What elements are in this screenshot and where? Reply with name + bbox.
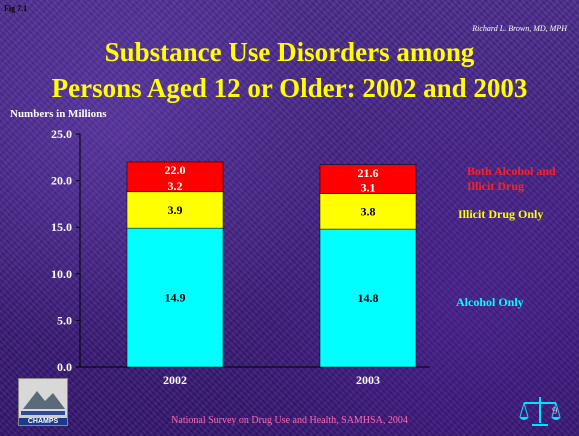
y-tick-label: 5.0: [57, 313, 72, 327]
champs-logo: CHAMPS: [18, 378, 68, 426]
legend-illicit-only: Illicit Drug Only: [458, 207, 544, 221]
x-tick-label: 2002: [163, 373, 187, 387]
bar-segment: [126, 161, 224, 193]
scales-icon: [519, 397, 561, 426]
legend-both: Both Alcohol and Illicit Drug: [467, 164, 556, 193]
title-line-1: Substance Use Disorders among: [104, 37, 475, 67]
bar-value-label: 3.2: [168, 179, 183, 193]
bar-value-label: 14.9: [165, 291, 186, 305]
bar-total-label: 22.0: [165, 163, 186, 177]
footer-source: National Survey on Drug Use and Health, …: [171, 415, 408, 426]
bar-total-label: 21.6: [358, 166, 379, 180]
bar-segment: [319, 164, 417, 194]
bar-value-label: 3.9: [168, 203, 183, 217]
x-tick-label: 2003: [356, 373, 380, 387]
author-credit: Richard L. Brown, MD, MPH: [472, 24, 567, 33]
bar-segment: [319, 193, 417, 230]
y-tick-label: 0.0: [57, 360, 72, 374]
bar-segment: [126, 191, 224, 229]
bar-segment: [319, 228, 417, 368]
bar-segment: [126, 227, 224, 368]
title-line-2: Persons Aged 12 or Older: 2002 and 2003: [51, 73, 528, 103]
page-number: 9: [552, 405, 558, 417]
bar-value-label: 3.8: [361, 204, 376, 218]
y-tick-label: 15.0: [51, 220, 72, 234]
bar-value-label: 3.1: [361, 181, 376, 195]
figure-label: Fig 7.1: [4, 4, 28, 13]
logo-text: CHAMPS: [19, 418, 67, 425]
mountain-logo-icon: [19, 379, 67, 415]
legend-alcohol-only: Alcohol Only: [456, 295, 524, 309]
y-tick-label: 25.0: [51, 127, 72, 141]
y-tick-label: 20.0: [51, 174, 72, 188]
chart-title: Substance Use Disorders among Persons Ag…: [0, 34, 579, 106]
bar-value-label: 14.8: [358, 291, 379, 305]
y-tick-label: 10.0: [51, 267, 72, 281]
y-axis-label: Numbers in Millions: [10, 108, 107, 120]
